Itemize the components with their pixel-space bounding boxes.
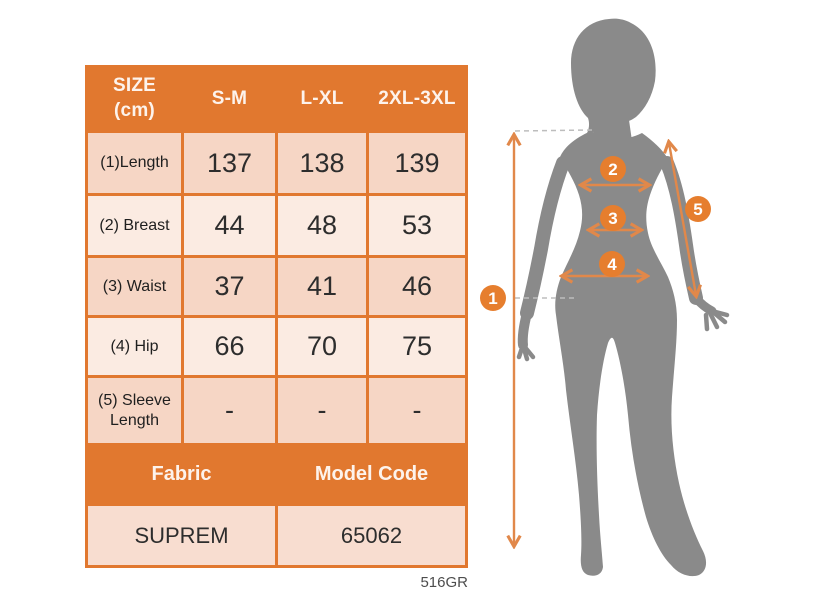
sleeve-value-2xl-3xl: -	[369, 378, 465, 443]
size-chart-table: SIZE (cm) S-M L-XL 2XL-3XL (1)Length 137…	[85, 65, 468, 568]
left-finger	[521, 343, 536, 360]
size-unit-header: SIZE (cm)	[88, 68, 181, 130]
svg-text:1: 1	[488, 289, 497, 308]
shoulder-reference-dash	[514, 129, 593, 132]
waist-value-s-m: 37	[184, 258, 275, 315]
svg-text:3: 3	[608, 209, 617, 228]
marker-2: 2	[600, 156, 626, 182]
marker-1: 1	[480, 285, 506, 311]
fabric-value: SUPREM	[88, 506, 275, 565]
marker-5: 5	[685, 196, 711, 222]
product-code: 516GR	[420, 574, 468, 591]
breast-value-l-xl: 48	[278, 196, 366, 255]
silhouette-head	[571, 18, 656, 135]
breast-value-2xl-3xl: 53	[369, 196, 465, 255]
fabric-header: Fabric	[88, 446, 275, 503]
waist-value-l-xl: 41	[278, 258, 366, 315]
hip-value-2xl-3xl: 75	[369, 318, 465, 375]
right-finger	[709, 308, 728, 325]
row-length-label: (1)Length	[88, 133, 181, 193]
svg-text:5: 5	[693, 200, 702, 219]
hip-value-l-xl: 70	[278, 318, 366, 375]
sleeve-value-s-m: -	[184, 378, 275, 443]
measurement-markers: 1 2 3 4 5	[480, 156, 711, 311]
waist-value-2xl-3xl: 46	[369, 258, 465, 315]
marker-4: 4	[599, 251, 625, 277]
row-breast-label: (2) Breast	[88, 196, 181, 255]
breast-value-s-m: 44	[184, 196, 275, 255]
sleeve-value-l-xl: -	[278, 378, 366, 443]
column-header-s-m: S-M	[184, 68, 275, 130]
model-code-header: Model Code	[278, 446, 465, 503]
hip-value-s-m: 66	[184, 318, 275, 375]
model-code-value: 65062	[278, 506, 465, 565]
silhouette-right-arm	[660, 156, 703, 305]
row-hip-label: (4) Hip	[88, 318, 181, 375]
female-silhouette	[516, 18, 730, 577]
silhouette-body	[555, 131, 707, 577]
svg-text:4: 4	[607, 255, 617, 274]
silhouette-left-hand	[517, 308, 532, 350]
silhouette-left-arm	[520, 156, 570, 320]
sleeve-arrow	[669, 143, 696, 295]
column-header-2xl-3xl: 2XL-3XL	[369, 68, 465, 130]
row-sleeve-label: (5) Sleeve Length	[88, 378, 181, 443]
body-measurement-diagram: 1 2 3 4 5	[480, 18, 730, 577]
silhouette-right-hand	[691, 293, 717, 316]
length-value-2xl-3xl: 139	[369, 133, 465, 193]
svg-text:2: 2	[608, 160, 617, 179]
right-finger	[707, 310, 720, 330]
row-waist-label: (3) Waist	[88, 258, 181, 315]
right-finger	[703, 312, 710, 332]
column-header-l-xl: L-XL	[278, 68, 366, 130]
length-value-l-xl: 138	[278, 133, 366, 193]
marker-3: 3	[600, 205, 626, 231]
length-value-s-m: 137	[184, 133, 275, 193]
